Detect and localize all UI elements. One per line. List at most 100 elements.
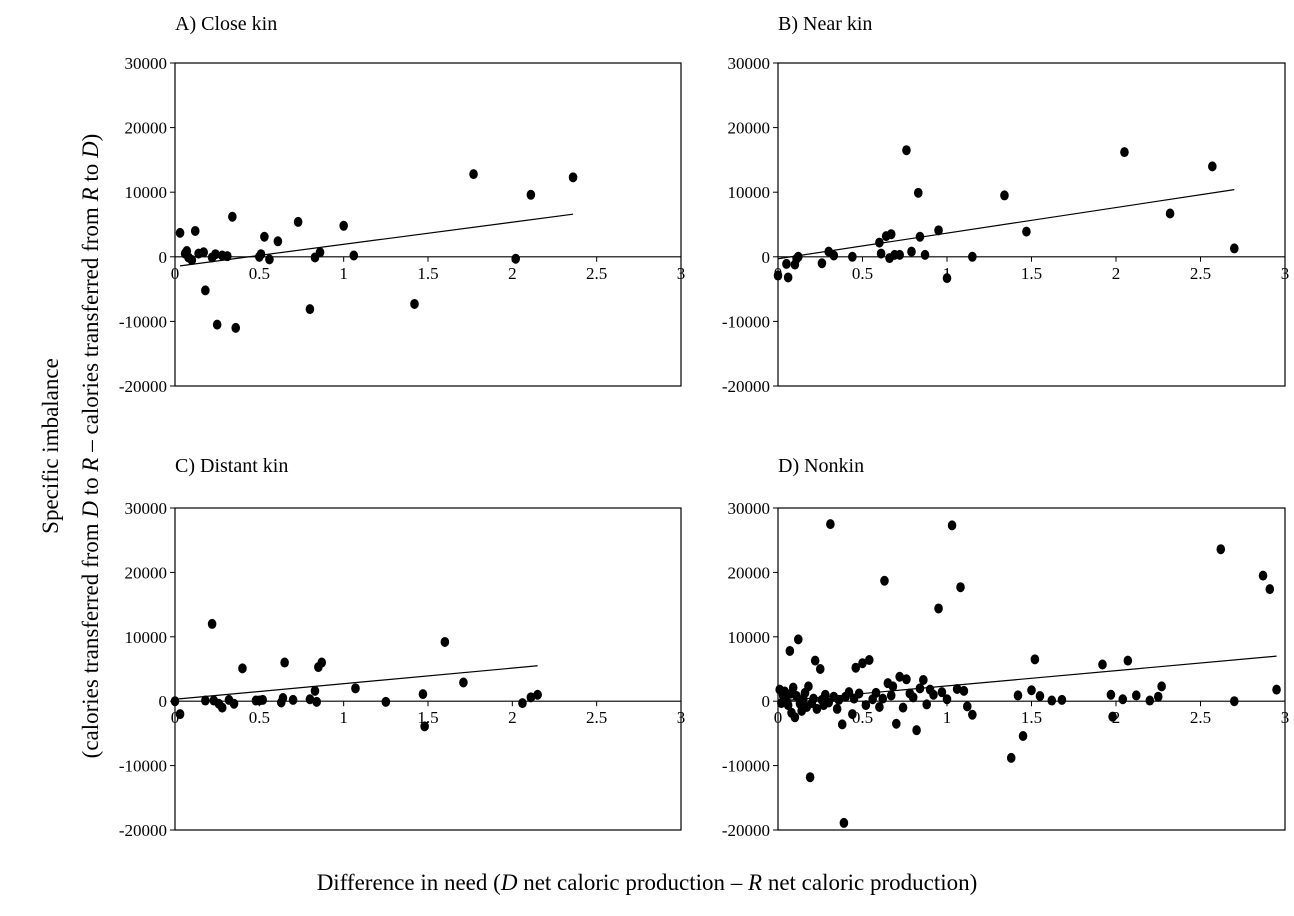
x-tick-label: 3 <box>677 708 686 727</box>
plot-frame <box>174 507 682 831</box>
data-point <box>1265 584 1275 595</box>
panel-title: A) Close kin <box>175 13 277 35</box>
y-tick-label: -20000 <box>119 377 167 396</box>
data-point <box>959 685 969 696</box>
data-point <box>968 251 977 262</box>
data-point <box>947 520 957 531</box>
data-point <box>1006 752 1016 763</box>
y-tick-label: -10000 <box>119 312 167 331</box>
data-point <box>851 662 861 673</box>
plot-frame <box>174 62 682 387</box>
data-point <box>937 687 947 698</box>
data-point <box>934 603 943 614</box>
data-point <box>1106 689 1116 700</box>
plot-frame <box>777 62 1286 387</box>
y-tick-label: 20000 <box>728 119 771 138</box>
data-point <box>864 654 874 665</box>
panel-nonkin: D) Nonkin -20000 -10000 0 10000 20000 30000 0 0… <box>722 455 1289 840</box>
data-point <box>228 211 237 222</box>
x-tick-label: 0.5 <box>852 708 873 727</box>
data-point <box>809 693 818 704</box>
data-point <box>211 249 220 260</box>
data-point <box>1030 654 1040 665</box>
data-point <box>229 698 239 709</box>
y-tick-label: 20000 <box>125 563 168 582</box>
data-point <box>956 582 965 593</box>
data-point <box>922 699 932 710</box>
data-point <box>1157 681 1166 692</box>
data-point <box>848 251 857 262</box>
data-point <box>810 655 820 666</box>
data-point <box>190 225 200 236</box>
data-point <box>792 691 801 702</box>
y-tick-label: -20000 <box>722 377 770 396</box>
y-tick-label: -10000 <box>722 757 770 776</box>
y-tick-label: 30000 <box>728 499 771 518</box>
data-point <box>273 236 283 247</box>
data-point <box>1098 659 1107 670</box>
data-point <box>1013 690 1023 701</box>
data-point <box>1153 691 1163 702</box>
panel-near-kin: B) Near kin -20000 -10000 0 10000 20000 30000… <box>722 13 1289 396</box>
data-point <box>902 145 911 156</box>
data-point <box>915 231 925 242</box>
y-tick-label: 0 <box>159 692 168 711</box>
data-point <box>942 273 952 284</box>
data-point <box>804 681 813 692</box>
data-point <box>1047 695 1057 706</box>
data-point <box>1230 696 1239 707</box>
data-point <box>201 695 210 706</box>
data-point <box>317 657 327 668</box>
data-point <box>878 693 888 704</box>
figure-canvas: A) Close kin -20000-10000010000200003000… <box>119 13 1289 840</box>
data-point <box>915 683 925 694</box>
data-point <box>812 703 822 714</box>
data-point <box>876 248 886 259</box>
data-point <box>815 664 825 674</box>
data-point <box>902 674 911 685</box>
data-point <box>1145 695 1155 706</box>
y-tick-label: 0 <box>762 248 771 267</box>
data-point <box>934 225 943 236</box>
data-point <box>805 772 815 783</box>
x-tick-label: 2 <box>1112 264 1121 283</box>
x-tick-label: 1.5 <box>417 264 438 283</box>
data-point <box>1120 147 1129 158</box>
data-point <box>880 575 889 586</box>
data-point <box>280 657 289 668</box>
data-point <box>919 674 928 685</box>
x-tick-label: 3 <box>677 264 686 283</box>
data-point <box>858 658 867 669</box>
data-point <box>349 250 359 261</box>
data-point <box>459 677 468 688</box>
x-tick-label: 0 <box>171 708 180 727</box>
data-point <box>895 249 904 260</box>
data-point <box>773 270 783 281</box>
data-point <box>418 689 428 700</box>
trend-line <box>174 665 538 700</box>
data-point <box>913 187 923 198</box>
data-point <box>844 687 854 698</box>
panel-distant-kin: C) Distant kin -20000-100000100002000030… <box>119 455 685 840</box>
data-point <box>952 683 962 694</box>
y-tick-label: -10000 <box>722 312 770 331</box>
data-point <box>207 618 217 629</box>
x-tick-label: 1.5 <box>1021 708 1042 727</box>
data-point <box>256 249 266 260</box>
data-point <box>848 709 857 720</box>
data-point <box>1216 544 1226 555</box>
data-point <box>1258 570 1268 581</box>
y-tick-label: 10000 <box>728 183 771 202</box>
y-tick-label: 20000 <box>728 563 771 582</box>
y-axis-label: Specific imbalance (calories transferred… <box>6 60 106 830</box>
y-tick-label: 10000 <box>125 628 168 647</box>
data-point <box>526 692 536 703</box>
data-point <box>834 694 844 705</box>
data-point <box>568 172 578 183</box>
data-point <box>962 701 972 712</box>
data-point <box>312 696 321 707</box>
data-point <box>199 247 208 258</box>
data-point <box>875 237 884 248</box>
data-point <box>1000 190 1009 201</box>
x-tick-label: 1 <box>339 708 348 727</box>
